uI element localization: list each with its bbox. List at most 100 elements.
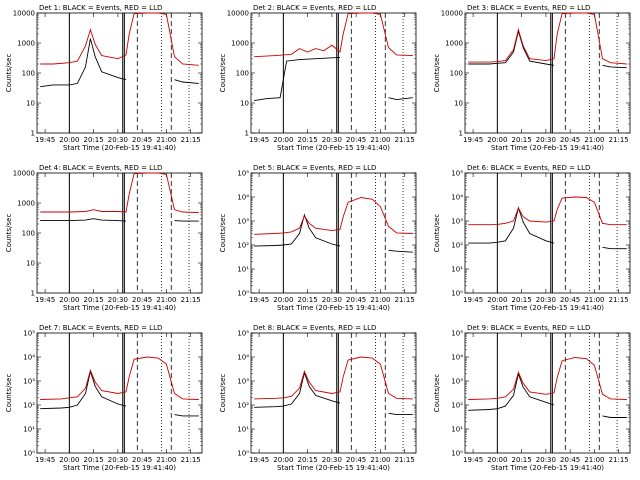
- plot-frame: [250, 172, 417, 294]
- plot-frame: [464, 332, 631, 454]
- y-tick-label: 10⁴: [237, 354, 249, 362]
- y-tick-label: 10³: [237, 218, 249, 226]
- x-tick-label: 20:30: [322, 456, 342, 464]
- x-axis-label: Start Time (20-Feb-15 19:41:40): [491, 304, 604, 312]
- panel-det-6: Det 6: BLACK = Events, RED = LLD 10⁰ 10¹ 10…: [433, 164, 631, 312]
- y-tick-label: 1000: [17, 40, 35, 48]
- x-tick-label: 20:30: [322, 296, 342, 304]
- y-tick-label: 10⁵: [23, 330, 35, 338]
- y-tick-label: 10³: [23, 378, 35, 386]
- y-tick-label: 10⁰: [451, 290, 463, 298]
- x-axis-label: Start Time (20-Feb-15 19:41:40): [63, 144, 176, 152]
- x-tick-label: 21:00: [370, 136, 390, 144]
- series-lld-line: [468, 196, 627, 226]
- x-tick-label: 19:45: [249, 136, 269, 144]
- x-tick-label: 20:45: [560, 456, 580, 464]
- y-tick-label: 10: [240, 100, 249, 108]
- y-tick-label: 10²: [23, 402, 35, 410]
- x-tick-label: 20:30: [536, 296, 556, 304]
- x-axis-label: Start Time (20-Feb-15 19:41:40): [277, 464, 390, 472]
- y-tick-label: 10⁵: [451, 170, 463, 178]
- series-lld-line: [254, 356, 413, 400]
- series-lld-line: [254, 12, 413, 58]
- series-events-line: [602, 64, 627, 69]
- series-events-line: [468, 29, 555, 66]
- series-lld-line: [40, 172, 199, 214]
- series-events-line: [254, 56, 341, 102]
- y-tick-label: 1: [459, 130, 463, 138]
- y-tick-label: 10000: [13, 170, 35, 178]
- series-events-line: [40, 38, 127, 88]
- y-tick-label: 10⁰: [237, 290, 249, 298]
- x-tick-label: 20:00: [487, 136, 507, 144]
- y-axis-label: Counts/sec: [219, 54, 227, 93]
- y-tick-label: 1000: [231, 40, 249, 48]
- panel-title: Det 9: BLACK = Events, RED = LLD: [467, 324, 590, 332]
- x-tick-label: 19:45: [463, 456, 483, 464]
- y-tick-label: 10¹: [451, 426, 463, 434]
- y-axis-label: Counts/sec: [5, 54, 13, 93]
- x-tick-label: 19:45: [35, 296, 55, 304]
- panel-title: Det 4: BLACK = Events, RED = LLD: [39, 164, 162, 172]
- x-tick-label: 20:00: [273, 136, 293, 144]
- x-tick-label: 20:00: [59, 456, 79, 464]
- x-tick-label: 20:00: [59, 136, 79, 144]
- x-tick-label: 20:30: [536, 136, 556, 144]
- panel-det-5: Det 5: BLACK = Events, RED = LLD 10⁰ 10¹ 10…: [219, 164, 417, 312]
- y-tick-label: 1000: [17, 200, 35, 208]
- plot-frame: [464, 172, 631, 294]
- x-tick-label: 21:00: [156, 296, 176, 304]
- panel-det-8: Det 8: BLACK = Events, RED = LLD 10⁰ 10¹ 10…: [219, 324, 417, 472]
- x-tick-label: 19:45: [249, 456, 269, 464]
- series-lld-line: [468, 12, 627, 65]
- y-tick-label: 10³: [451, 378, 463, 386]
- x-tick-label: 19:45: [35, 136, 55, 144]
- y-tick-label: 100: [22, 230, 35, 238]
- series-events-line: [254, 371, 341, 408]
- y-axis-label: Counts/sec: [219, 214, 227, 253]
- x-tick-label: 20:15: [84, 136, 104, 144]
- x-tick-label: 20:30: [108, 136, 128, 144]
- y-tick-label: 1: [31, 290, 35, 298]
- x-tick-label: 21:15: [395, 296, 415, 304]
- x-tick-label: 20:45: [560, 136, 580, 144]
- x-tick-label: 20:15: [298, 136, 318, 144]
- y-tick-label: 10³: [237, 378, 249, 386]
- panel-det-2: Det 2: BLACK = Events, RED = LLD 1 10 100 10…: [219, 4, 417, 152]
- panel-det-7: Det 7: BLACK = Events, RED = LLD 10⁰ 10¹ 10…: [5, 324, 203, 472]
- y-tick-label: 1: [245, 130, 249, 138]
- x-axis-label: Start Time (20-Feb-15 19:41:40): [491, 464, 604, 472]
- x-tick-label: 20:30: [322, 136, 342, 144]
- x-tick-label: 20:45: [132, 456, 152, 464]
- x-tick-label: 21:15: [181, 456, 201, 464]
- y-axis-label: Counts/sec: [219, 374, 227, 413]
- series-lld-line: [254, 197, 413, 235]
- y-tick-label: 10⁴: [451, 354, 463, 362]
- y-tick-label: 10³: [451, 218, 463, 226]
- plot-frame: [250, 12, 417, 134]
- x-tick-label: 20:30: [108, 456, 128, 464]
- series-events-line: [40, 369, 127, 410]
- x-tick-label: 20:30: [536, 456, 556, 464]
- panel-title: Det 6: BLACK = Events, RED = LLD: [467, 164, 590, 172]
- plot-frame: [464, 12, 631, 134]
- panel-title: Det 7: BLACK = Events, RED = LLD: [39, 324, 162, 332]
- series-events-line: [602, 246, 627, 250]
- x-tick-label: 20:15: [512, 296, 532, 304]
- y-tick-label: 10²: [237, 402, 249, 410]
- x-tick-label: 20:00: [59, 296, 79, 304]
- series-events-line: [254, 213, 341, 247]
- panel-det-3: Det 3: BLACK = Events, RED = LLD 1 10 100 10…: [433, 4, 631, 152]
- y-tick-label: 10⁴: [451, 194, 463, 202]
- y-tick-label: 10²: [237, 242, 249, 250]
- y-tick-label: 10⁰: [23, 450, 35, 458]
- series-lld-line: [468, 357, 627, 400]
- panel-title: Det 1: BLACK = Events, RED = LLD: [39, 4, 162, 12]
- series-events-line: [174, 79, 199, 84]
- x-tick-label: 20:45: [346, 296, 366, 304]
- y-tick-label: 100: [450, 70, 463, 78]
- y-tick-label: 10000: [227, 10, 249, 18]
- series-events-line: [388, 249, 413, 253]
- x-tick-label: 21:00: [370, 296, 390, 304]
- x-tick-label: 21:00: [156, 136, 176, 144]
